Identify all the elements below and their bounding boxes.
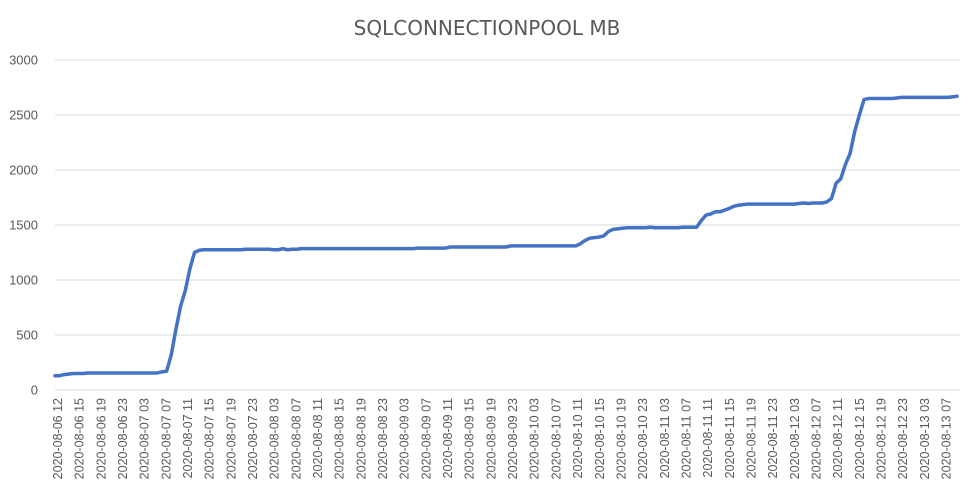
x-tick-label: 2020-08-08 11 <box>311 398 325 478</box>
x-tick-label: 2020-08-07 11 <box>181 398 195 478</box>
x-tick-label: 2020-08-09 07 <box>419 398 433 479</box>
x-tick-label: 2020-08-10 19 <box>614 398 628 479</box>
x-tick-label: 2020-08-09 19 <box>484 398 498 479</box>
x-tick-label: 2020-08-10 03 <box>528 398 542 479</box>
x-axis-tick-labels: 2020-08-06 12 2020-08-06 15 2020-08-06 19 2… <box>51 398 953 479</box>
x-tick-label: 2020-08-10 15 <box>593 398 607 479</box>
x-tick-label: 2020-08-11 19 <box>744 398 758 478</box>
x-tick-label: 2020-08-07 15 <box>203 398 217 479</box>
x-tick-label: 2020-08-11 15 <box>723 398 737 478</box>
y-tick-label: 2000 <box>9 163 38 178</box>
x-tick-label: 2020-08-12 07 <box>809 398 823 479</box>
x-tick-label: 2020-08-06 19 <box>94 398 108 479</box>
y-tick-label: 1500 <box>9 218 38 233</box>
x-tick-label: 2020-08-12 11 <box>831 398 845 478</box>
x-tick-label: 2020-08-08 07 <box>289 398 303 479</box>
y-tick-label: 0 <box>31 383 38 398</box>
x-tick-label: 2020-08-09 23 <box>506 398 520 479</box>
x-tick-label: 2020-08-08 23 <box>376 398 390 479</box>
series-layer <box>53 94 959 378</box>
x-tick-label: 2020-08-10 23 <box>636 398 650 479</box>
x-tick-label: 2020-08-06 12 <box>51 398 65 479</box>
x-tick-label: 2020-08-09 11 <box>441 398 455 478</box>
x-tick-label: 2020-08-10 07 <box>549 398 563 479</box>
x-tick-label: 2020-08-11 07 <box>679 398 693 478</box>
x-tick-label: 2020-08-13 07 <box>939 398 953 479</box>
x-tick-label: 2020-08-07 23 <box>246 398 260 479</box>
x-tick-label: 2020-08-13 03 <box>918 398 932 479</box>
x-tick-label: 2020-08-08 19 <box>354 398 368 479</box>
y-tick-label: 2500 <box>9 108 38 123</box>
x-tick-label: 2020-08-12 23 <box>896 398 910 479</box>
chart-title: SQLCONNECTIONPOOL MB <box>354 16 621 40</box>
x-tick-label: 2020-08-11 03 <box>658 398 672 478</box>
x-tick-label: 2020-08-06 23 <box>116 398 130 479</box>
x-tick-label: 2020-08-07 19 <box>224 398 238 479</box>
y-axis-tick-labels: 0 500 1000 1500 2000 2500 3000 <box>9 53 38 398</box>
x-tick-label: 2020-08-06 15 <box>73 398 87 479</box>
x-tick-label: 2020-08-10 11 <box>571 398 585 478</box>
series-line <box>53 94 959 378</box>
y-tick-label: 3000 <box>9 53 38 68</box>
x-tick-label: 2020-08-07 07 <box>159 398 173 479</box>
x-tick-label: 2020-08-12 19 <box>874 398 888 479</box>
x-tick-label: 2020-08-09 03 <box>398 398 412 479</box>
x-tick-label: 2020-08-07 03 <box>138 398 152 479</box>
x-tick-label: 2020-08-12 15 <box>853 398 867 479</box>
x-tick-label: 2020-08-11 11 <box>701 398 715 478</box>
x-tick-label: 2020-08-12 03 <box>788 398 802 479</box>
y-tick-label: 500 <box>16 328 38 343</box>
gridlines <box>55 59 960 391</box>
y-tick-label: 1000 <box>9 273 38 288</box>
x-tick-label: 2020-08-08 15 <box>333 398 347 479</box>
x-tick-label: 2020-08-09 15 <box>463 398 477 479</box>
x-tick-label: 2020-08-11 23 <box>766 398 780 478</box>
x-tick-label: 2020-08-08 03 <box>268 398 282 479</box>
